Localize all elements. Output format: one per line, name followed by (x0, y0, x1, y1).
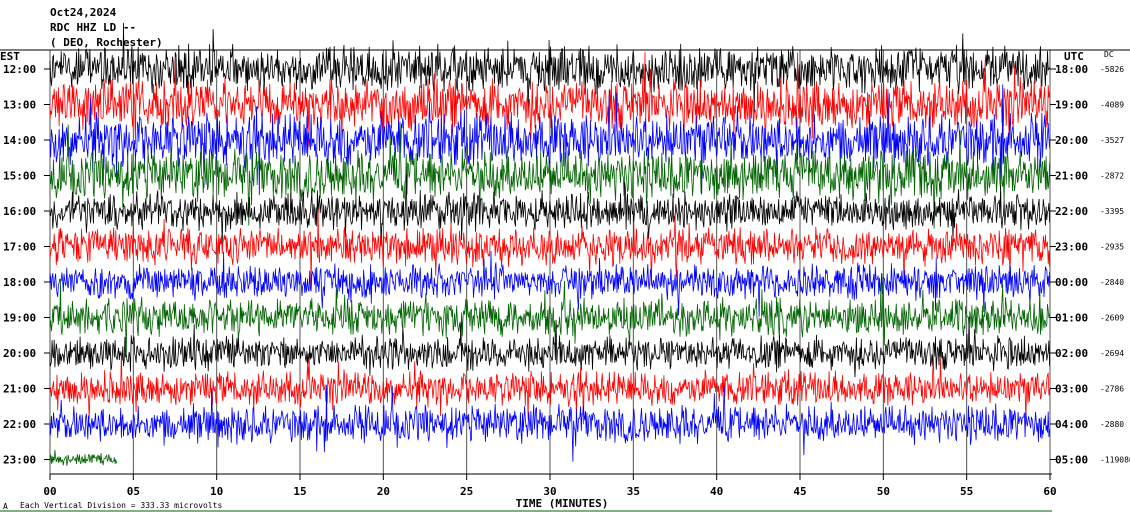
est-label-22:00: 22:00 (3, 418, 36, 431)
dc-offset-1: -4089 (1100, 101, 1124, 110)
est-label-12:00: 12:00 (3, 63, 36, 76)
dc-offset-10: -2880 (1100, 420, 1124, 429)
x-tick-label-25: 25 (460, 485, 473, 498)
est-label-20:00: 20:00 (3, 347, 36, 360)
utc-label-19:00: 19:00 (1055, 99, 1088, 112)
dc-offset-5: -2935 (1100, 243, 1124, 252)
utc-label-01:00: 01:00 (1055, 312, 1088, 325)
utc-label-05:00: 05:00 (1055, 454, 1088, 467)
dc-offset-2: -3527 (1100, 136, 1124, 145)
utc-label-21:00: 21:00 (1055, 170, 1088, 183)
est-label-18:00: 18:00 (3, 276, 36, 289)
right-axis-title: UTC (1064, 50, 1084, 63)
dc-offset-4: -3395 (1100, 207, 1124, 216)
utc-label-04:00: 04:00 (1055, 418, 1088, 431)
footer-marker: A (3, 502, 8, 511)
utc-label-03:00: 03:00 (1055, 383, 1088, 396)
dc-offset-8: -2694 (1100, 349, 1124, 358)
x-tick-label-30: 30 (543, 485, 556, 498)
dc-offset-7: -2609 (1100, 314, 1124, 323)
est-label-14:00: 14:00 (3, 134, 36, 147)
x-axis-label: TIME (MINUTES) (516, 497, 609, 510)
trace-13:00 (49, 52, 1050, 150)
trace-15:00 (49, 123, 1050, 229)
dc-column-title: DC (1104, 50, 1114, 59)
trace-23:00 (49, 450, 117, 466)
x-tick-label-10: 10 (210, 485, 223, 498)
est-label-19:00: 19:00 (3, 312, 36, 325)
row-labels: 12:00 18:00 -5826 13:00 19:00 -4089 14:00 20:00… (3, 63, 1130, 467)
utc-label-18:00: 18:00 (1055, 63, 1088, 76)
x-tick-label-40: 40 (710, 485, 723, 498)
trace-20:00 (49, 316, 1050, 378)
x-tick-label-00: 00 (43, 485, 56, 498)
utc-label-22:00: 22:00 (1055, 205, 1088, 218)
chart-date: Oct24,2024 (50, 6, 117, 19)
x-tick-label-05: 05 (127, 485, 140, 498)
est-label-15:00: 15:00 (3, 170, 36, 183)
est-label-16:00: 16:00 (3, 205, 36, 218)
dc-offset-0: -5826 (1100, 65, 1124, 74)
est-label-17:00: 17:00 (3, 241, 36, 254)
x-tick-label-60: 60 (1043, 485, 1056, 498)
trace-12:00 (49, 22, 1050, 118)
seismic-traces (49, 22, 1050, 466)
x-tick-label-50: 50 (877, 485, 890, 498)
est-label-23:00: 23:00 (3, 454, 36, 467)
est-label-13:00: 13:00 (3, 99, 36, 112)
dc-offset-11: -1190866 (1100, 456, 1130, 465)
trace-22:00 (49, 384, 1050, 462)
x-tick-label-45: 45 (793, 485, 806, 498)
utc-label-20:00: 20:00 (1055, 134, 1088, 147)
utc-label-02:00: 02:00 (1055, 347, 1088, 360)
station-location: ( DEO, Rochester) (50, 36, 163, 49)
left-axis-title: EST (0, 50, 20, 63)
utc-label-23:00: 23:00 (1055, 241, 1088, 254)
scale-note: Each Vertical Division = 333.33 microvol… (20, 501, 222, 510)
dc-offset-6: -2840 (1100, 278, 1124, 287)
dc-offset-9: -2786 (1100, 385, 1124, 394)
est-label-21:00: 21:00 (3, 383, 36, 396)
x-tick-label-35: 35 (627, 485, 640, 498)
x-tick-label-15: 15 (293, 485, 306, 498)
trace-19:00 (49, 273, 1050, 356)
utc-label-00:00: 00:00 (1055, 276, 1088, 289)
trace-17:00 (49, 209, 1050, 288)
x-tick-label-20: 20 (377, 485, 390, 498)
x-tick-label-55: 55 (960, 485, 973, 498)
x-axis-ticks: 00 05 10 15 20 25 30 35 40 45 50 55 60 (43, 474, 1057, 498)
station-code: RDC HHZ LD -- (50, 21, 136, 34)
dc-offset-3: -2872 (1100, 172, 1124, 181)
trace-16:00 (49, 174, 1050, 247)
trace-21:00 (49, 352, 1050, 425)
